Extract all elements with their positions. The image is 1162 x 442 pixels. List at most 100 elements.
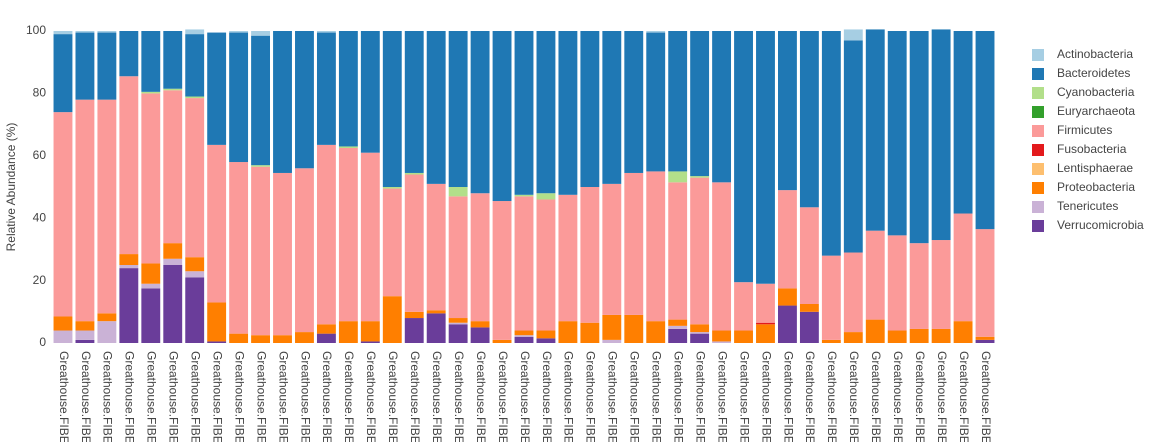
x-tick-label: Greathouse.FIBE: [430, 351, 444, 442]
bar-segment: [887, 31, 907, 236]
bar-segment: [690, 31, 710, 177]
bar-segment: [470, 31, 490, 194]
legend-label: Verrucomicrobia: [1057, 218, 1144, 232]
bar-segment: [470, 321, 490, 328]
bar-segment: [338, 321, 358, 343]
bar-segment: [295, 168, 314, 333]
bar-segment: [514, 335, 534, 337]
bar-segment: [778, 190, 797, 289]
x-tick-label: Greathouse.FIBE: [693, 351, 707, 442]
bar-segment: [229, 333, 249, 343]
bar-segment: [470, 193, 490, 322]
bar-segment: [404, 172, 424, 175]
bar-segment: [602, 314, 622, 340]
x-tick-label: Greathouse.FIBE: [232, 351, 246, 442]
bar-segment: [53, 31, 73, 35]
bar-segment: [360, 321, 380, 342]
bar-segment: [119, 265, 139, 269]
bar-segment: [975, 336, 995, 340]
x-tick-label: Greathouse.FIBE: [474, 351, 488, 442]
bar-segment: [316, 32, 336, 145]
bar-segment: [646, 32, 666, 172]
legend-label: Tenericutes: [1057, 199, 1118, 213]
bar-segment: [75, 339, 95, 343]
bar-segment: [668, 182, 688, 320]
bar-segment: [382, 296, 402, 343]
bar-segment: [75, 330, 95, 340]
bar-segment: [492, 201, 512, 340]
bar-segment: [119, 76, 139, 255]
bar-segment: [119, 31, 139, 77]
bar-segment: [141, 93, 161, 264]
x-tick-label: Greathouse.FIBE: [276, 351, 290, 442]
legend-label: Euryarchaeota: [1057, 104, 1135, 118]
bar-segment: [163, 265, 183, 343]
bar-segment: [843, 29, 863, 41]
bar-segment: [668, 31, 688, 172]
bar-segment: [580, 31, 600, 187]
x-tick-label: Greathouse.FIBE: [408, 351, 422, 442]
bar-segment: [953, 31, 973, 214]
bar-segment: [514, 31, 534, 195]
bar-segment: [712, 330, 732, 342]
legend-swatch: [1032, 68, 1044, 80]
x-tick-label: Greathouse.FIBE: [715, 351, 729, 442]
bar-segment: [843, 40, 863, 253]
x-tick-label: Greathouse.FIBE: [584, 351, 598, 442]
x-tick-label: Greathouse.FIBE: [891, 351, 905, 442]
bar-segment: [316, 31, 336, 33]
legend-swatch: [1032, 201, 1044, 213]
bar-segment: [843, 332, 863, 343]
x-tick-label: Greathouse.FIBE: [496, 351, 510, 442]
bar-segment: [97, 313, 117, 322]
bar-segment: [690, 324, 710, 333]
bar-segment: [163, 90, 183, 244]
x-tick-label: Greathouse.FIBE: [803, 351, 817, 442]
bar-segment: [119, 268, 139, 343]
bar-segment: [97, 31, 117, 33]
bar-segment: [207, 144, 227, 303]
bar-segment: [426, 31, 446, 184]
bar-segment: [404, 31, 424, 173]
bar-segment: [909, 243, 929, 329]
x-tick-label: Greathouse.FIBE: [452, 351, 466, 442]
x-tick-label: Greathouse.FIBE: [869, 351, 883, 442]
y-tick-label: 40: [33, 210, 47, 224]
x-tick-label: Greathouse.FIBE: [342, 351, 356, 442]
bar-segment: [470, 327, 490, 343]
bar-segment: [799, 304, 819, 312]
bar-segment: [141, 31, 161, 92]
bar-segment: [821, 339, 841, 343]
bar-segment: [931, 240, 951, 329]
x-tick-label: Greathouse.FIBE: [145, 351, 159, 442]
bar-segment: [448, 324, 468, 343]
legend-label: Cyanobacteria: [1057, 85, 1135, 99]
bar-segment: [75, 31, 95, 33]
x-tick-label: Greathouse.FIBE: [167, 351, 181, 442]
y-axis-label: Relative Abundance (%): [4, 123, 18, 252]
bar-segment: [207, 341, 227, 343]
bar-segment: [360, 152, 380, 322]
bar-segment: [185, 96, 205, 99]
x-tick-label: Greathouse.FIBE: [57, 351, 71, 442]
bar-segment: [756, 322, 775, 325]
y-tick-label: 0: [39, 335, 46, 349]
bar-segment: [514, 196, 534, 331]
bar-segment: [426, 310, 446, 314]
bar-segment: [273, 172, 292, 336]
bar-segment: [909, 31, 929, 244]
bar-segment: [338, 148, 358, 322]
bar-segment: [448, 322, 468, 325]
bar-segment: [712, 31, 732, 183]
x-tick-label: Greathouse.FIBE: [781, 351, 795, 442]
bar-segment: [448, 31, 468, 187]
bar-segment: [185, 257, 205, 272]
legend-label: Actinobacteria: [1057, 47, 1133, 61]
bar-segment: [690, 333, 710, 343]
legend-swatch: [1032, 125, 1044, 137]
bar-segment: [536, 199, 556, 331]
x-tick-label: Greathouse.FIBE: [364, 351, 378, 442]
bar-segment: [602, 339, 622, 343]
bar-segment: [821, 255, 841, 340]
bar-segment: [624, 314, 644, 343]
